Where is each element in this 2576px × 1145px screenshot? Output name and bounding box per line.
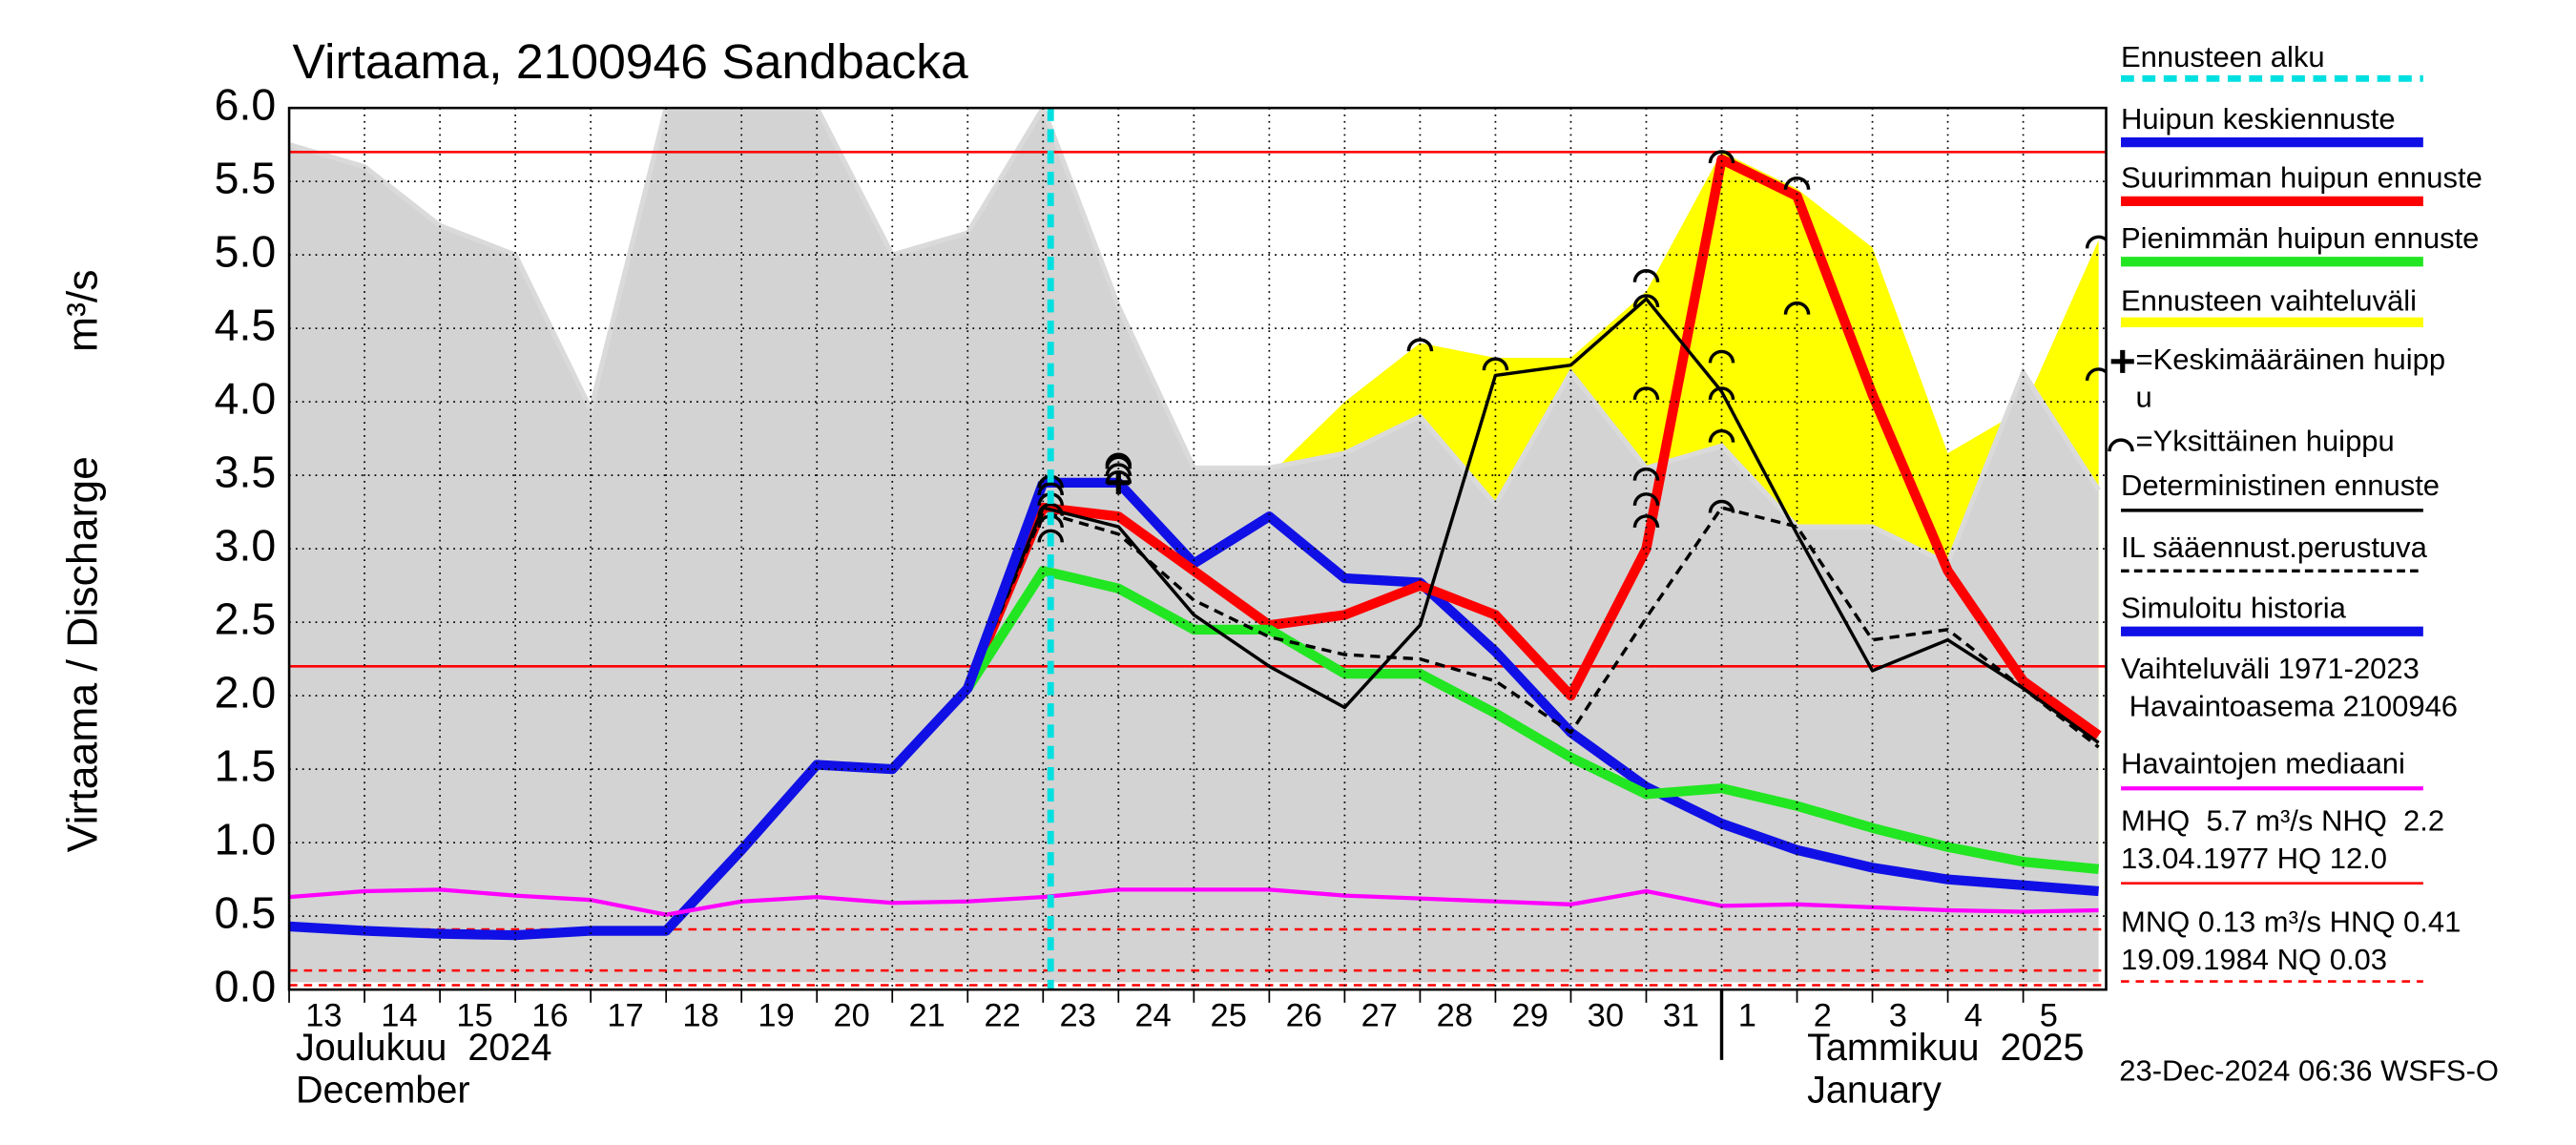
month-label: December [296, 1070, 470, 1112]
legend-label: Ennusteen vaihteluväli [2121, 283, 2417, 317]
x-tick-label: 23 [1060, 997, 1096, 1033]
x-tick-label: 1 [1738, 997, 1756, 1033]
legend-label: Havaintojen mediaani [2121, 747, 2405, 781]
x-tick-label: 30 [1588, 997, 1624, 1033]
y-tick-label: 6.0 [215, 79, 277, 129]
peak-marker [1708, 428, 1735, 443]
legend-label: =Keskimääräinen huipp [2136, 343, 2446, 376]
y-tick-label: 0.5 [215, 887, 277, 937]
month-label: Tammikuu 2025 [1807, 1027, 2084, 1069]
y-axis-unit: m³/s [59, 269, 106, 352]
x-tick-label: 3 [1889, 997, 1907, 1033]
plot-frame [287, 106, 2108, 991]
peak-marker [2085, 235, 2107, 249]
peak-marker [1105, 452, 1132, 467]
y-tick-label: 5.5 [215, 153, 277, 202]
x-tick-label: 16 [531, 997, 568, 1033]
x-tick-label: 2 [1814, 997, 1832, 1033]
legend-label: IL sääennust.perustuva [2121, 531, 2428, 564]
x-tick-label: 28 [1437, 997, 1473, 1033]
legend-label: Simuloitu historia [2121, 592, 2347, 625]
legend-label: Vaihteluväli 1971-2023 [2121, 652, 2420, 685]
x-tick-label: 15 [456, 997, 492, 1033]
peak-marker [1037, 482, 1064, 496]
legend-label: Pienimmän huipun ennuste [2121, 221, 2479, 255]
series-line [289, 481, 1049, 941]
peak-marker [1482, 357, 1509, 371]
peak-marker [1783, 177, 1811, 190]
series-line [963, 154, 2102, 739]
peak-marker [1406, 338, 1434, 352]
y-tick-label: 4.0 [215, 373, 277, 423]
y-tick-label: 0.0 [215, 961, 277, 1010]
legend-label: 19.09.1984 NQ 0.03 [2121, 943, 2387, 976]
x-tick-label: 19 [758, 997, 794, 1033]
peak-marker [1105, 463, 1132, 477]
x-tick-label: 24 [1135, 997, 1172, 1033]
series-line [963, 566, 2100, 874]
legend-label: u [2136, 381, 2152, 414]
x-tick-label: 5 [2040, 997, 2058, 1033]
legend-label: =Yksittäinen huippu [2136, 425, 2395, 458]
y-tick-label: 3.0 [215, 520, 277, 570]
peak-marker [1632, 269, 1660, 282]
legend-label: Deterministinen ennuste [2121, 468, 2440, 502]
y-axis-label: Virtaama / Discharge [59, 456, 106, 852]
x-tick-label: 13 [305, 997, 342, 1033]
month-label: Joulukuu 2024 [296, 1027, 552, 1069]
x-tick-label: 21 [908, 997, 945, 1033]
series-line [966, 506, 2100, 749]
x-tick-label: 29 [1512, 997, 1548, 1033]
x-tick-label: 27 [1361, 997, 1398, 1033]
series-line [966, 297, 2100, 744]
peak-marker [1632, 386, 1660, 401]
peak-marker [1037, 529, 1064, 543]
overlay [287, 106, 2108, 991]
peak-marker [1783, 301, 1811, 315]
x-tick-label: 25 [1211, 997, 1247, 1033]
peak-marker [2085, 367, 2107, 382]
y-tick-label: 2.5 [215, 593, 277, 643]
y-tick-label: 3.5 [215, 447, 277, 496]
y-tick-label: 1.0 [215, 814, 277, 864]
legend-symbol [2108, 438, 2134, 452]
timestamp: 23-Dec-2024 06:36 WSFS-O [2119, 1054, 2499, 1088]
legend-symbol [2110, 349, 2134, 373]
legend-label: MHQ 5.7 m³/s NHQ 2.2 [2121, 804, 2444, 838]
peak-marker [1708, 150, 1735, 164]
month-label: January [1807, 1070, 1942, 1112]
y-tick-label: 4.5 [215, 300, 277, 349]
y-tick-label: 2.0 [215, 667, 277, 717]
peak-marker [1708, 386, 1735, 401]
chart-title: Virtaama, 2100946 Sandbacka [293, 33, 969, 89]
x-tick-label: 22 [984, 997, 1020, 1033]
legend: Ennusteen alku Huipun keskiennuste Suurimm… [2108, 40, 2483, 983]
legend-label: Huipun keskiennuste [2121, 102, 2396, 135]
legend-label: MNQ 0.13 m³/s HNQ 0.41 [2121, 906, 2461, 939]
x-tick-label: 14 [381, 997, 417, 1033]
x-tick-label: 4 [1964, 997, 1983, 1033]
peak-marker [1037, 502, 1064, 516]
y-tick-label: 1.5 [215, 740, 277, 790]
x-tick-label: 18 [682, 997, 718, 1033]
x-tick-label: 31 [1663, 997, 1699, 1033]
legend-label: Ennusteen alku [2121, 40, 2325, 73]
legend-label: Havaintoasema 2100946 [2121, 690, 2458, 723]
legend-label: 13.04.1977 HQ 12.0 [2121, 842, 2387, 875]
x-tick-label: 20 [833, 997, 869, 1033]
peak-marker [1632, 294, 1660, 308]
legend-label: Suurimman huipun ennuste [2121, 161, 2483, 195]
x-tick-label: 17 [607, 997, 643, 1033]
peak-marker [1632, 514, 1660, 529]
x-tick-label: 26 [1286, 997, 1322, 1033]
y-tick-label: 5.0 [215, 226, 277, 276]
